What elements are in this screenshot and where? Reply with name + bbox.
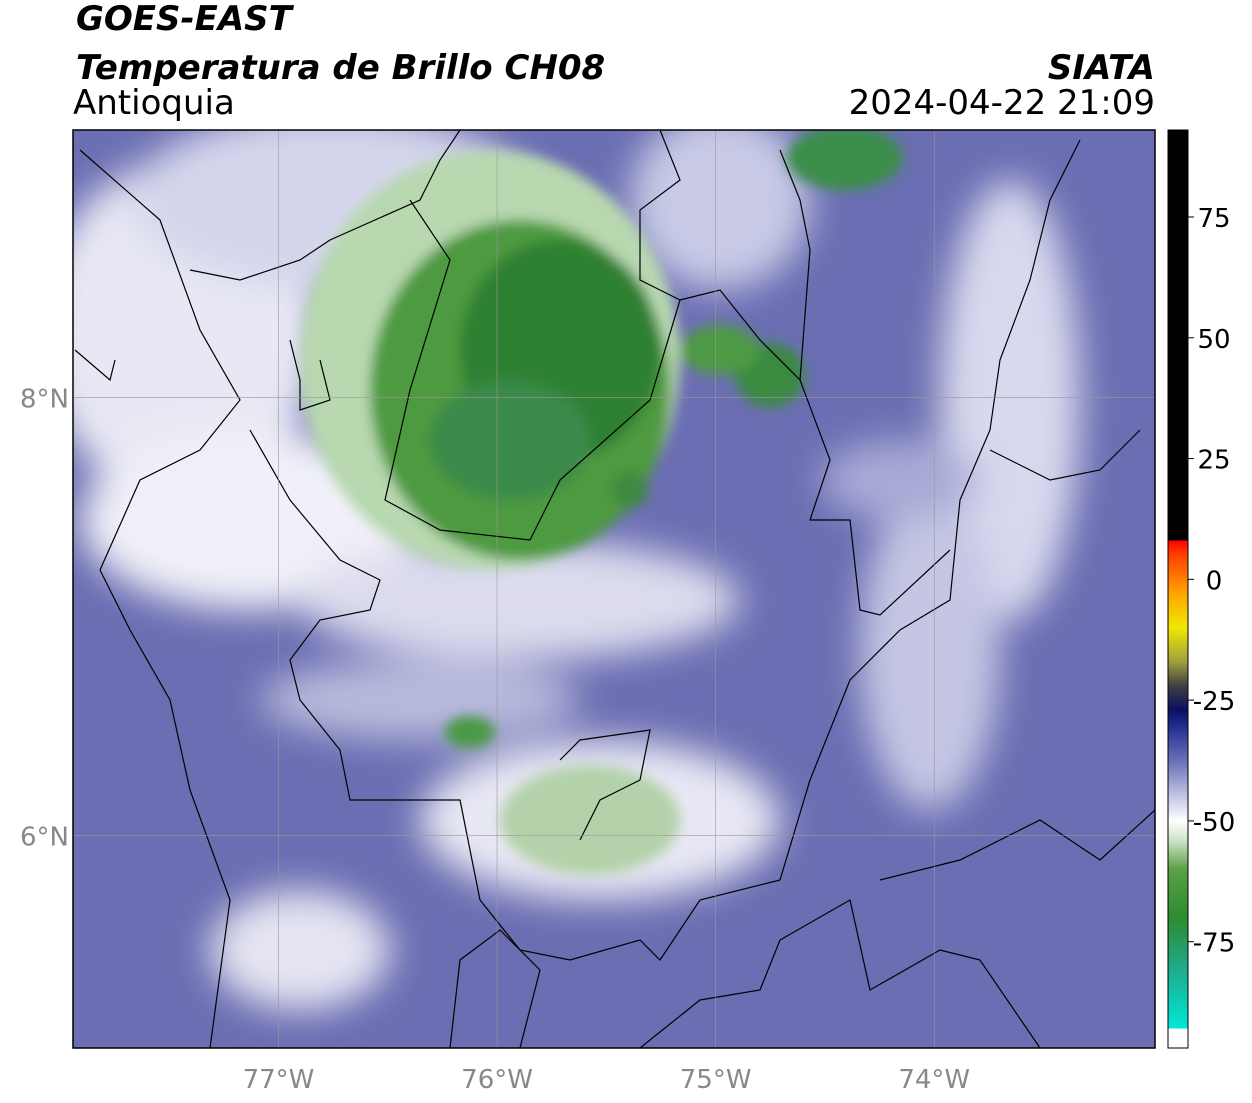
colorbar-tick-label: -25: [1193, 687, 1235, 717]
lon-tick-label: 75°W: [680, 1065, 752, 1095]
lon-tick-label: 76°W: [461, 1065, 533, 1095]
colorbar-tick-label: 25: [1197, 446, 1230, 476]
title: GOES-EAST: [76, 0, 295, 39]
timestamp: 2024-04-22 21:09: [849, 83, 1155, 123]
colorbar-tick-label: -50: [1193, 808, 1235, 838]
map-frame: [72, 129, 1156, 1049]
grid: 77°W 76°W 75°W 74°W 6°N 8°N: [20, 130, 1155, 1095]
lon-tick-label: 77°W: [243, 1065, 315, 1095]
boundaries: [74, 130, 1155, 1048]
lat-tick-label: 8°N: [20, 384, 69, 414]
map-image: [73, 130, 1155, 1048]
colorbar-tick-label: 0: [1206, 566, 1223, 596]
lat-tick-label: 6°N: [20, 822, 69, 852]
region: Antioquia: [73, 83, 235, 123]
source: SIATA: [1048, 48, 1155, 88]
subtitle: Temperatura de Brillo CH08: [76, 48, 605, 88]
colorbar: -75 -50 -25 0 25 50 75: [1167, 129, 1235, 1049]
colorbar-tick-label: 50: [1197, 325, 1230, 355]
colorbar-tick-label: 75: [1197, 204, 1230, 234]
colorbar-fill: [1167, 129, 1189, 1049]
lon-tick-label: 74°W: [898, 1065, 970, 1095]
colorbar-tick-label: -75: [1193, 929, 1235, 959]
